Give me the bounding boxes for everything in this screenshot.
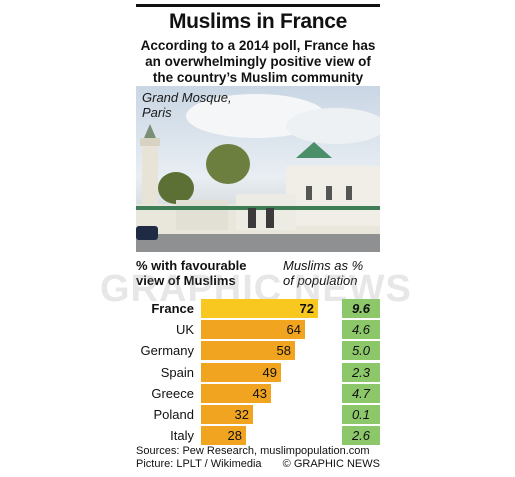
favourable-header-line1: % with favourable: [136, 258, 247, 273]
photo-caption-city: Paris: [142, 105, 172, 120]
favourable-value-label: 64: [286, 322, 301, 338]
favourable-bar: [201, 299, 318, 318]
chart-title: Muslims in France: [168, 10, 348, 33]
category-label: Spain: [160, 364, 194, 380]
chart-row-germany: Germany 58 5.0: [136, 340, 380, 361]
category-label: France: [151, 301, 194, 316]
category-label: Germany: [140, 343, 194, 359]
category-label: Poland: [153, 407, 194, 422]
population-value-label: 9.6: [342, 299, 380, 318]
photo-caption-place: Grand Mosque,: [142, 90, 232, 105]
favourable-bar: [201, 320, 305, 340]
population-value-label: 4.6: [342, 320, 380, 340]
population-header-line1: Muslims as %: [283, 258, 364, 273]
copyright: © GRAPHIC NEWS: [282, 458, 380, 470]
favourable-value-label: 58: [276, 343, 291, 359]
favourable-bar: [201, 426, 246, 446]
chart-row-spain: Spain 49 2.3: [136, 362, 380, 383]
population-column-header: Muslims as % of population: [283, 258, 383, 288]
sources-text: Sources: Pew Research, muslimpopulation.…: [136, 445, 370, 457]
population-value-label: 5.0: [342, 341, 380, 361]
mosque-photo: Grand Mosque, Paris: [136, 86, 380, 252]
category-label: UK: [175, 322, 194, 338]
credit-line: Picture: LPLT / Wikimedia © GRAPHIC NEWS: [136, 458, 380, 471]
population-value-label: 2.3: [342, 362, 380, 382]
favourable-bar: [201, 383, 271, 403]
population-value-label: 0.1: [342, 405, 380, 424]
footer: Sources: Pew Research, muslimpopulation.…: [136, 445, 380, 471]
favourable-bar: [201, 341, 295, 361]
category-label: Greece: [151, 385, 194, 401]
chart-row-poland: Poland 32 0.1: [136, 404, 380, 425]
chart-subtitle: According to a 2014 poll, France has an …: [140, 38, 376, 85]
mosque-illustration: [136, 94, 380, 252]
favourable-value-label: 49: [262, 364, 277, 380]
category-label: Italy: [170, 428, 194, 444]
population-value-label: 4.7: [342, 383, 380, 403]
favourable-bar: [201, 405, 253, 424]
favourable-value-label: 72: [299, 301, 314, 316]
picture-credit: Picture: LPLT / Wikimedia: [136, 458, 262, 470]
chart-row-france: France 72 9.6: [136, 298, 380, 319]
chart-row-italy: Italy 28 2.6: [136, 425, 380, 446]
favourable-header-line2: view of Muslims: [136, 273, 236, 288]
favourable-value-label: 43: [252, 385, 267, 401]
favourable-column-header: % with favourable view of Muslims: [136, 258, 286, 288]
chart-row-greece: Greece 43 4.7: [136, 383, 380, 404]
favourable-value-label: 32: [234, 407, 249, 422]
favourable-bar: [201, 362, 281, 382]
population-value-label: 2.6: [342, 426, 380, 446]
population-header-line2: of population: [283, 273, 358, 288]
favourable-value-label: 28: [227, 428, 242, 444]
photo-caption: Grand Mosque, Paris: [142, 90, 232, 120]
chart-row-uk: UK 64 4.6: [136, 319, 380, 340]
top-rule: [136, 4, 380, 7]
